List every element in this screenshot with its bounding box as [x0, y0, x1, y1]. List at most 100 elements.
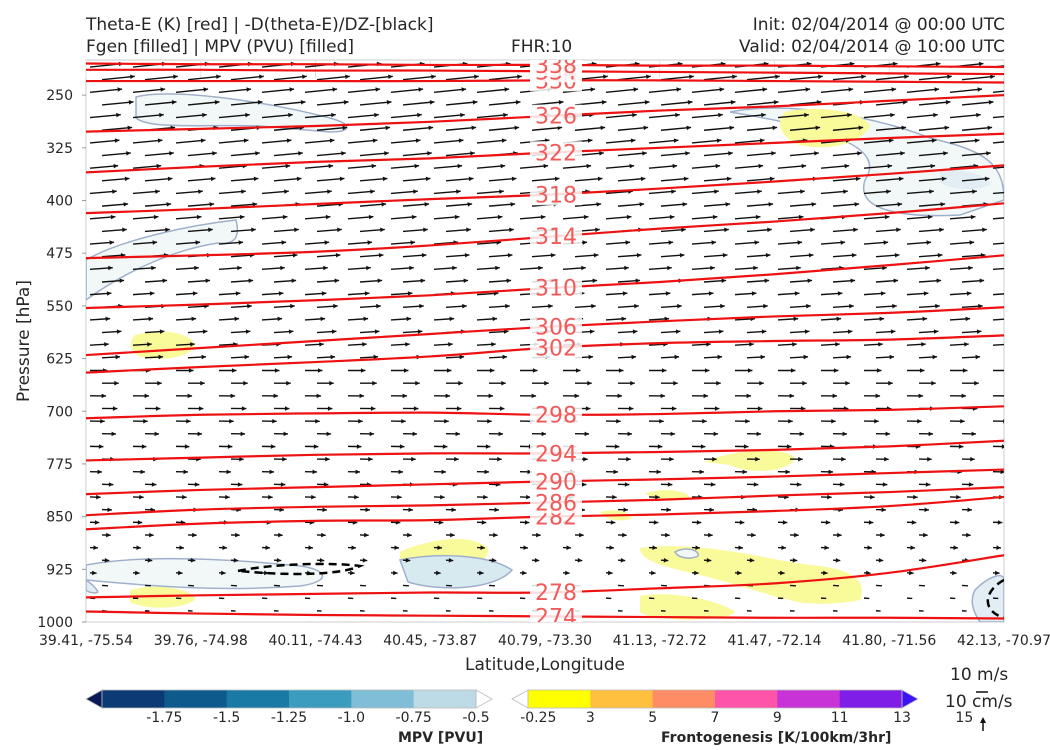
- wind-vector-head: [632, 329, 638, 334]
- wind-vector-head: [162, 278, 168, 284]
- wind-vector-head: [737, 570, 742, 576]
- wind-vector: [961, 101, 994, 106]
- wind-vector-head: [485, 444, 491, 449]
- wind-vector-head: [274, 368, 280, 373]
- wind-vector-head: [590, 87, 596, 92]
- wind-vector-head: [388, 74, 393, 80]
- wind-vector-head: [454, 214, 460, 220]
- wind-vector: [875, 177, 904, 182]
- wind-vector-head: [591, 303, 596, 309]
- wind-vector: [433, 113, 465, 119]
- wind-vector-head: [335, 253, 341, 258]
- colorbar-extend-high: [901, 689, 919, 709]
- wind-vector-head: [358, 418, 363, 424]
- wind-vector-head: [136, 545, 141, 550]
- wind-vector: [476, 88, 510, 94]
- wind-vector-head: [114, 380, 119, 386]
- wind-vector-head: [492, 316, 498, 322]
- theta-e-contour-label: 322: [535, 141, 577, 166]
- wind-vector-head: [931, 138, 937, 143]
- wind-vector-head: [203, 87, 209, 92]
- wind-vector-head: [127, 125, 133, 131]
- wind-vector: [875, 101, 908, 106]
- theta-e-contour-label: 326: [535, 105, 577, 130]
- frontogenesis-colorbar-tick: 9: [773, 710, 782, 726]
- wind-vector-head: [970, 456, 975, 462]
- wind-vector-head: [259, 74, 264, 80]
- wind-vector: [906, 88, 940, 94]
- wind-vector-head: [212, 151, 217, 156]
- wind-vector-head: [298, 151, 303, 156]
- wind-vector-head: [269, 469, 275, 475]
- wind-vector-head: [786, 444, 792, 449]
- wind-vector-head: [923, 291, 929, 296]
- frontogenesis-colorbar-label: Frontogenesis [K/100km/3hr]: [661, 730, 891, 746]
- wind-vector-head: [450, 532, 455, 538]
- wind-vector-head: [667, 482, 673, 487]
- wind-vector-head: [802, 380, 807, 386]
- wind-vector-head: [273, 393, 279, 399]
- colorbar-segment: [777, 690, 841, 708]
- wind-vector: [734, 139, 765, 144]
- wind-vector-head: [622, 532, 627, 538]
- wind-vector-head: [334, 278, 340, 284]
- wind-vector-head: [424, 202, 430, 207]
- wind-vector-head: [1007, 342, 1012, 347]
- wind-vector-head: [448, 342, 453, 347]
- wind-vector-head: [883, 240, 889, 245]
- wind-vector: [261, 190, 289, 195]
- wind-vector: [703, 75, 737, 81]
- wind-vector-head: [253, 176, 259, 182]
- mpv-colorbar-label: MPV [PVU]: [398, 730, 483, 746]
- wind-vector-head: [614, 444, 620, 449]
- wind-vector-head: [747, 368, 753, 373]
- wind-vector-head: [927, 214, 933, 220]
- wind-vector-head: [110, 214, 116, 220]
- wind-vector: [132, 113, 164, 119]
- wind-vector: [218, 139, 249, 144]
- colorbar-segment: [351, 690, 415, 708]
- wind-vector-head: [718, 112, 723, 118]
- wind-vector: [316, 177, 345, 182]
- frontogenesis-colorbar-tick: 13: [893, 710, 911, 726]
- wind-vector-head: [277, 316, 283, 322]
- wind-vector-head: [610, 520, 616, 525]
- vector-key-u-label: 10 m/s: [950, 665, 1008, 685]
- wind-vector-head: [381, 202, 387, 207]
- y-tick-label: 550: [46, 299, 73, 315]
- wind-vector: [992, 115, 1004, 119]
- wind-vector: [402, 75, 436, 81]
- wind-vector-head: [904, 74, 909, 80]
- wind-vector-head: [550, 253, 556, 258]
- wind-vector-head: [157, 138, 163, 143]
- wind-vector: [359, 126, 391, 131]
- wind-vector-head: [403, 368, 409, 373]
- wind-vector-head: [1020, 87, 1025, 92]
- wind-vector-head: [677, 303, 682, 309]
- wind-vector-head: [665, 532, 670, 538]
- wind-vector: [187, 177, 216, 182]
- wind-vector-head: [967, 507, 972, 513]
- wind-vector-head: [194, 482, 200, 487]
- wind-vector: [949, 139, 980, 144]
- wind-vector-head: [327, 189, 332, 194]
- wind-vector: [304, 113, 336, 119]
- wind-vector-head: [112, 406, 118, 411]
- wind-vector-head: [918, 393, 924, 399]
- wind-vector-head: [926, 240, 932, 245]
- wind-vector-head: [509, 227, 514, 233]
- wind-vector-head: [712, 214, 718, 220]
- wind-vector-head: [804, 329, 810, 334]
- wind-vector-head: [840, 240, 846, 245]
- wind-vector-head: [319, 342, 324, 347]
- wind-vector-head: [703, 393, 709, 399]
- wind-vector-head: [339, 176, 345, 182]
- wind-vector: [746, 101, 779, 106]
- wind-vector-head: [759, 138, 765, 143]
- wind-vector-head: [902, 100, 908, 105]
- wind-vector-head: [367, 240, 373, 245]
- wind-vector-head: [444, 418, 449, 424]
- wind-vector-head: [932, 354, 938, 360]
- wind-vector-head: [646, 74, 651, 80]
- wind-vector-head: [483, 494, 488, 500]
